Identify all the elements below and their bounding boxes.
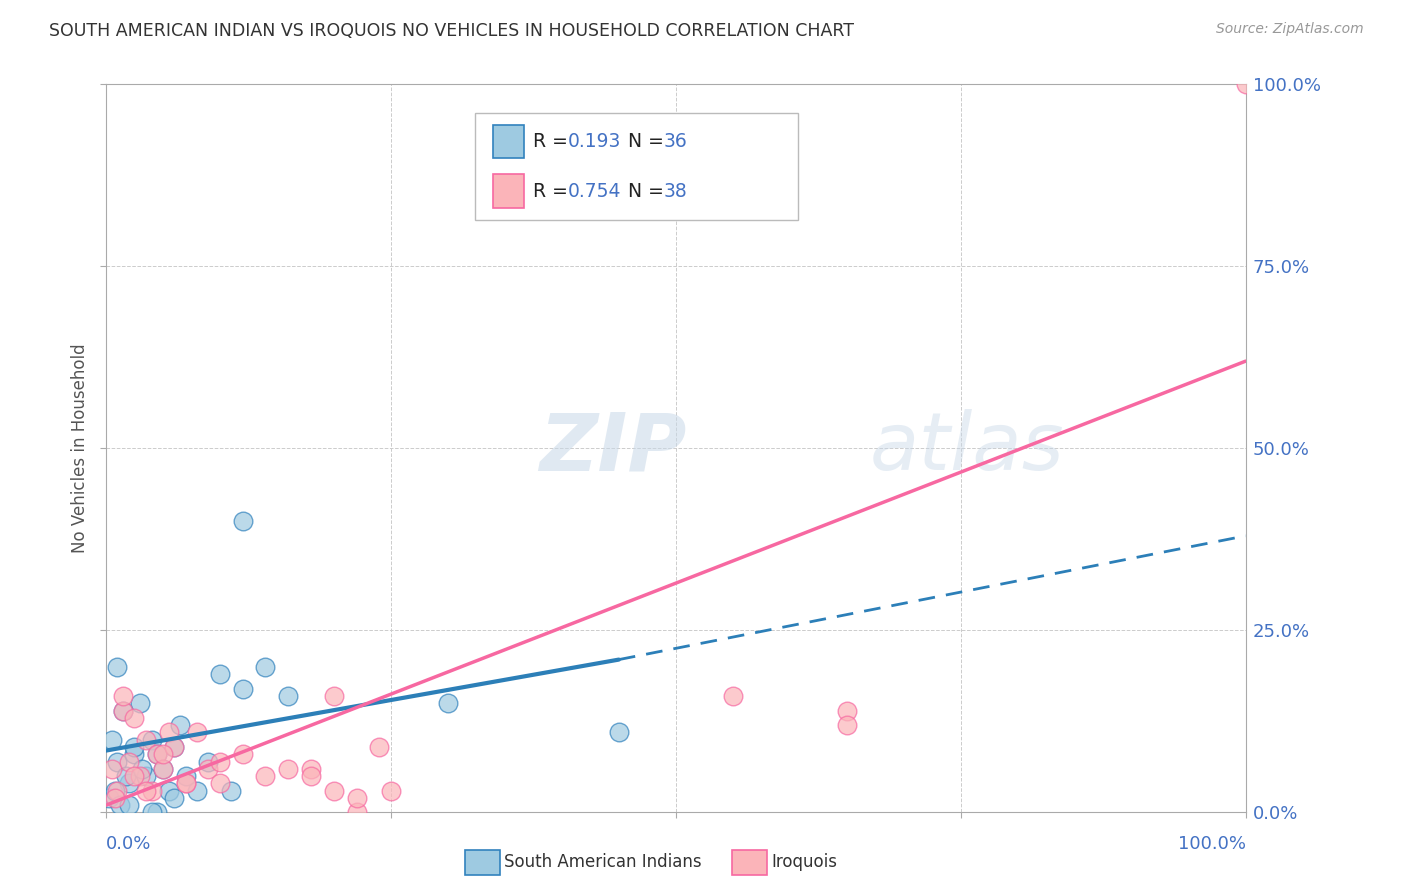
Point [232,681,254,696]
Point [163,791,186,805]
Point [111,689,134,703]
Text: Iroquois: Iroquois [772,854,838,871]
Point [169,718,191,732]
Point [111,704,134,718]
Text: N =: N = [628,132,671,151]
Point [152,762,174,776]
Point [146,805,169,820]
Point [254,769,277,783]
Text: N =: N = [628,182,671,201]
Point [346,791,368,805]
Point [186,725,208,739]
Point [124,747,146,762]
Point [146,747,169,762]
Text: atlas: atlas [869,409,1064,487]
Point [105,783,128,797]
Point [152,762,174,776]
Point [118,776,141,790]
Point [721,689,744,703]
Point [186,783,208,797]
Point [232,514,254,528]
Point [105,660,128,674]
Y-axis label: No Vehicles in Household: No Vehicles in Household [72,343,89,553]
Point [197,762,219,776]
Point [299,762,322,776]
Point [368,739,391,754]
Point [1234,78,1257,92]
Point [254,660,277,674]
Point [157,783,180,797]
Text: Source: ZipAtlas.com: Source: ZipAtlas.com [1216,22,1364,37]
Point [157,725,180,739]
Point [135,783,157,797]
Text: 100.0%: 100.0% [1178,835,1246,853]
Text: South American Indians: South American Indians [505,854,702,871]
Point [277,689,299,703]
Point [115,769,138,783]
Point [174,776,197,790]
Point [124,769,146,783]
Point [835,704,858,718]
Point [108,798,131,813]
Point [129,696,152,710]
Point [118,798,141,813]
Point [221,783,243,797]
Point [163,739,186,754]
Text: 0.193: 0.193 [568,132,621,151]
Point [141,805,163,820]
Point [232,747,254,762]
Point [141,732,163,747]
Point [174,776,197,790]
Point [346,805,368,820]
Text: R =: R = [533,132,574,151]
Text: 0.0%: 0.0% [105,835,152,853]
Text: 36: 36 [664,132,688,151]
Point [322,783,344,797]
Point [277,762,299,776]
Point [118,755,141,769]
Point [124,739,146,754]
Point [174,769,197,783]
Point [124,711,146,725]
Point [105,755,128,769]
Point [111,704,134,718]
Point [208,776,231,790]
Point [437,696,460,710]
Point [208,755,231,769]
Text: SOUTH AMERICAN INDIAN VS IROQUOIS NO VEHICLES IN HOUSEHOLD CORRELATION CHART: SOUTH AMERICAN INDIAN VS IROQUOIS NO VEH… [49,22,855,40]
Point [135,769,157,783]
Text: 38: 38 [664,182,688,201]
Point [104,791,127,805]
Point [131,762,153,776]
Point [98,791,121,805]
Point [152,747,174,762]
Point [100,732,122,747]
Point [208,667,231,681]
Point [146,747,169,762]
Point [129,769,152,783]
Text: 0.754: 0.754 [568,182,621,201]
Point [380,783,402,797]
Point [835,718,858,732]
Point [141,783,163,797]
Point [299,769,322,783]
Point [100,762,122,776]
Text: ZIP: ZIP [538,409,686,487]
Point [607,725,630,739]
Point [135,732,157,747]
Text: R =: R = [533,182,574,201]
Point [104,783,127,797]
Point [322,689,344,703]
Point [197,755,219,769]
Point [163,739,186,754]
